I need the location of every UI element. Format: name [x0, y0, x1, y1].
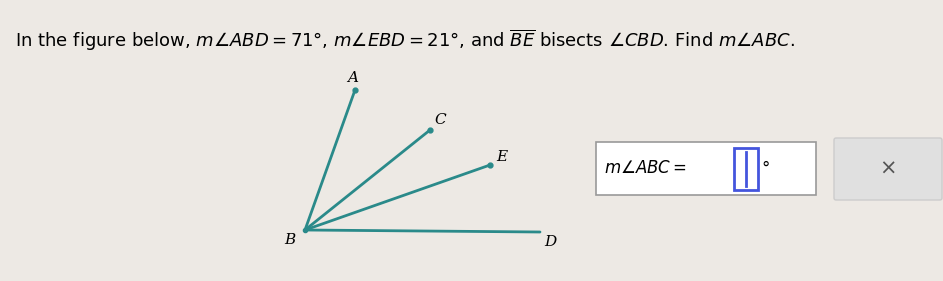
FancyBboxPatch shape [596, 142, 816, 195]
Text: D: D [544, 235, 556, 249]
Text: ×: × [879, 159, 897, 179]
Text: B: B [285, 233, 295, 247]
Text: In the figure below, $m\angle ABD = 71°$, $m\angle EBD = 21°$, and $\overline{BE: In the figure below, $m\angle ABD = 71°$… [15, 28, 795, 53]
Text: A: A [348, 71, 358, 85]
Text: E: E [496, 150, 507, 164]
FancyBboxPatch shape [734, 148, 758, 190]
Text: $m\angle ABC =$: $m\angle ABC =$ [604, 160, 687, 177]
FancyBboxPatch shape [834, 138, 942, 200]
Text: C: C [434, 113, 446, 127]
Text: °: ° [761, 160, 769, 178]
